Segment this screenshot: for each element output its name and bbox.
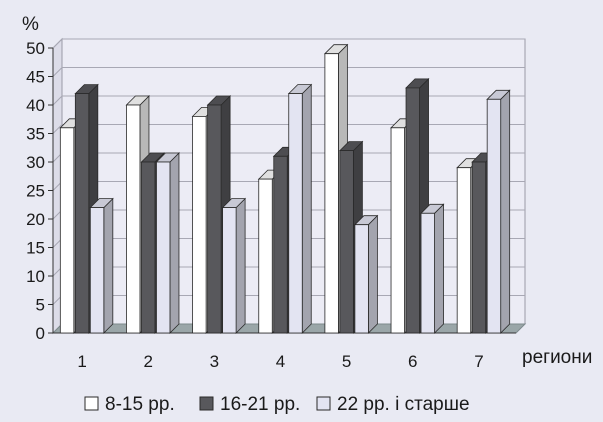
legend-label: 8-15 рр. xyxy=(105,394,175,415)
y-tick-label: 0 xyxy=(36,324,45,343)
gridline xyxy=(52,95,525,106)
bar-side xyxy=(301,83,312,334)
legend-swatch xyxy=(199,396,214,411)
y-tick-label: 45 xyxy=(26,68,45,87)
x-tick-label: 6 xyxy=(408,352,417,371)
legend-item: 22 рр. і старше xyxy=(316,394,470,415)
legend-item: 8-15 рр. xyxy=(84,394,175,415)
x-tick-label: 3 xyxy=(210,352,219,371)
y-tick-label: 5 xyxy=(36,296,45,315)
bar-side xyxy=(103,197,114,334)
legend-label: 16-21 рр. xyxy=(220,394,300,415)
bar-side xyxy=(235,197,246,334)
y-tick-label: 10 xyxy=(26,267,45,286)
bar-front xyxy=(141,161,156,334)
bar xyxy=(353,214,379,334)
bar-front xyxy=(339,150,354,334)
bar-side xyxy=(500,89,511,334)
x-tick-label: 2 xyxy=(143,352,152,371)
bar-front xyxy=(456,167,472,334)
x-tick-label: 5 xyxy=(342,352,351,371)
bar-front xyxy=(354,224,369,334)
x-axis-label: региони xyxy=(522,347,592,368)
axis-labels: % региони xyxy=(22,14,592,368)
bar-front xyxy=(207,104,222,334)
y-tick-label: 25 xyxy=(26,182,45,201)
bar-front xyxy=(222,207,237,334)
y-axis-label: % xyxy=(22,14,39,35)
bar xyxy=(486,89,511,334)
y-tick-label: 35 xyxy=(26,125,45,144)
bar-front xyxy=(420,212,435,334)
y-tick-label: 40 xyxy=(26,96,45,115)
bar-side xyxy=(169,152,180,334)
bar-front xyxy=(89,207,105,334)
gridline xyxy=(52,124,525,134)
bar xyxy=(89,197,114,334)
y-tick-label: 20 xyxy=(26,210,45,229)
bar-front xyxy=(156,161,171,334)
bar xyxy=(221,197,247,334)
bar-front xyxy=(486,98,502,334)
y-tick-label: 30 xyxy=(26,153,45,172)
x-tick-label: 4 xyxy=(276,352,285,371)
bar-front xyxy=(471,161,487,334)
bar-side xyxy=(434,203,444,334)
y-tick-label: 15 xyxy=(26,239,45,258)
bar-front xyxy=(273,155,288,334)
x-tick-label: 1 xyxy=(77,352,86,371)
bar xyxy=(155,152,180,334)
legend: 8-15 рр. 16-21 рр. 22 рр. і старше xyxy=(84,394,470,415)
bar-front xyxy=(192,116,207,334)
bar-front xyxy=(405,87,420,334)
bar-front xyxy=(258,178,273,334)
bar-front xyxy=(288,93,303,334)
bar xyxy=(420,203,445,334)
y-tick-label: 50 xyxy=(26,39,45,58)
bar xyxy=(287,83,313,334)
gridline xyxy=(52,67,525,77)
legend-item: 16-21 рр. xyxy=(199,394,300,415)
bars xyxy=(59,43,511,334)
x-tick-label: 7 xyxy=(474,352,483,371)
bar-front xyxy=(390,127,405,334)
bar-front xyxy=(74,93,90,334)
legend-swatch xyxy=(84,396,99,411)
legend-label: 22 рр. і старше xyxy=(337,394,470,415)
bar-front xyxy=(126,104,141,334)
bar-front xyxy=(324,53,339,334)
legend-swatch xyxy=(316,396,331,411)
bar-side xyxy=(367,214,378,334)
bar-front xyxy=(59,127,75,334)
gridline xyxy=(52,38,525,49)
